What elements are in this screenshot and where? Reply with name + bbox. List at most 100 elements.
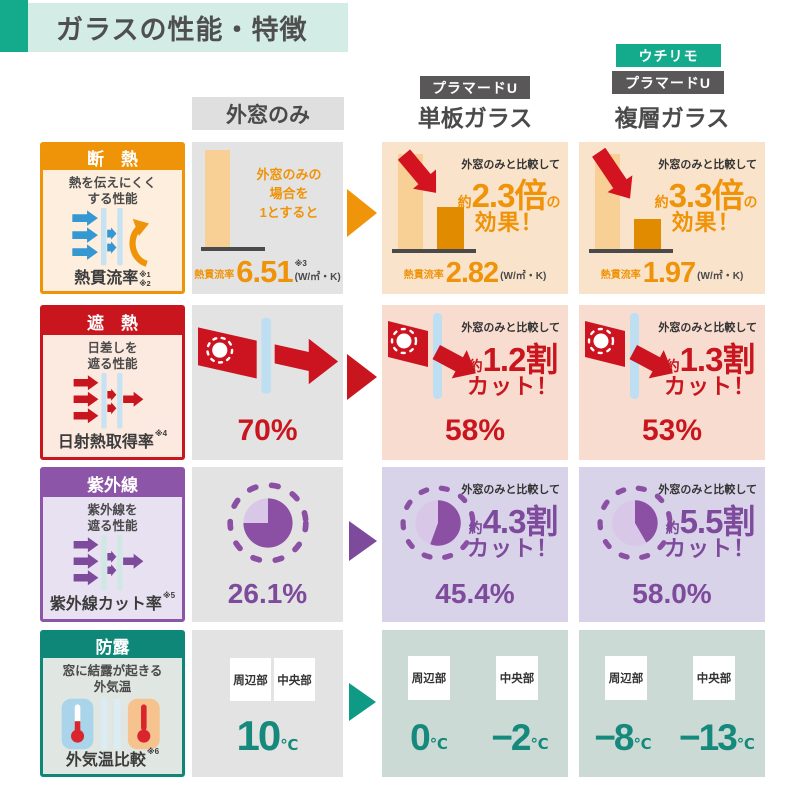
- uv-icon: [43, 535, 182, 597]
- sun-icon: [396, 333, 412, 349]
- effect-multiplier: 約3.3倍の: [654, 177, 758, 214]
- bar-comparison-chart: [392, 149, 476, 253]
- title-band: ガラスの性能・特徴: [28, 3, 348, 52]
- shading-base-cell: 70%: [192, 305, 343, 460]
- center-label-box: 中央部: [496, 656, 538, 700]
- cut-amount: 約5.5割: [665, 503, 756, 540]
- edge-label-box: 周辺部: [605, 656, 647, 700]
- edge-temp: 0 ℃: [410, 717, 448, 758]
- compare-note: 外窓のみと比較して: [461, 484, 560, 496]
- condensation-single-cell: 周辺部 中央部 0 ℃ −2 ℃: [382, 630, 568, 777]
- shading-label-title: 遮 熱: [43, 308, 182, 335]
- sun-through-glass-art: [585, 313, 673, 399]
- effect-word: 効果！: [671, 210, 741, 235]
- sun-pie-icon: [227, 482, 309, 564]
- insulation-label-title: 断 熱: [43, 145, 182, 170]
- insulation-description: 熱を伝えにくく する性能: [68, 176, 157, 207]
- sun-through-glass-art: [198, 317, 339, 394]
- sun-through-glass-art: [388, 313, 476, 399]
- cut-amount: 約4.3割: [468, 503, 559, 540]
- shading-icon: [43, 373, 182, 435]
- cut-amount: 約1.3割: [665, 341, 756, 378]
- condensation-base-cell: 周辺部 中央部 10 ℃: [192, 630, 343, 777]
- decrease-arrow-icon: [397, 149, 437, 193]
- cut-word: カット！: [663, 374, 756, 399]
- compare-note: 外窓のみと比較して: [461, 159, 560, 171]
- page-title: ガラスの性能・特徴: [56, 15, 308, 45]
- center-temp: −13 ℃: [679, 717, 755, 758]
- flow-arrow-condensation: [349, 683, 376, 721]
- shgc-single-value: 58%: [444, 414, 506, 447]
- uv-label-title: 紫外線: [43, 470, 182, 497]
- u-value-base: 6.51: [236, 254, 293, 290]
- heat-arrow: [432, 345, 476, 379]
- uv-base-cell: 26.1%: [192, 467, 343, 622]
- flow-arrow-insulation: [347, 189, 377, 237]
- heat-arrow: [274, 338, 339, 385]
- uv-single-cell: 外窓のみと比較して 約4.3割 カット！ 45.4%: [382, 467, 568, 622]
- sun-heat-arrows-icon: [73, 373, 143, 429]
- insulation-single-value-line: 熱貫流率 2.82 (W/㎡・K): [403, 256, 547, 289]
- sun-icon: [593, 333, 609, 349]
- uv-single-value: 45.4%: [435, 578, 515, 609]
- glass-pane: [261, 317, 271, 394]
- badge-plamard-u-single: プラマードU: [420, 76, 530, 99]
- compare-note: 外窓のみと比較して: [461, 322, 560, 334]
- center-label-box: 中央部: [693, 656, 735, 700]
- edge-label-box: 周辺部: [230, 658, 271, 701]
- condensation-label-title: 防露: [43, 633, 182, 658]
- uv-description: 紫外線を 遮る性能: [87, 503, 138, 534]
- column-header-single-glass: 単板ガラス: [417, 105, 533, 131]
- badge-plamard-u-double: プラマードU: [612, 71, 724, 94]
- insulation-icon: [43, 207, 182, 270]
- cut-word: カット！: [663, 536, 756, 561]
- shading-double-cell: 外窓のみと比較して 約1.3割 カット！ 53%: [579, 305, 765, 460]
- insulation-single-cell: 外窓のみと比較して 約2.3倍の 効果！ 熱貫流率 2.82 (W/㎡・K): [382, 142, 568, 294]
- insulation-metric-name: 熱貫流率 ※1 ※2: [74, 269, 151, 288]
- uv-metric-name: 紫外線カット率 ※5: [49, 591, 176, 614]
- center-temp: −2 ℃: [491, 717, 549, 758]
- row-uv-label: 紫外線 紫外線を 遮る性能 紫外線カット率 ※5: [40, 467, 185, 622]
- edge-label-box: 周辺部: [408, 656, 450, 700]
- shading-description: 日差しを 遮る性能: [87, 341, 138, 372]
- heat-flow-icon: [71, 207, 149, 267]
- flow-arrow-shading: [347, 354, 377, 400]
- compare-note: 外窓のみと比較して: [658, 159, 757, 171]
- effect-word: 効果！: [474, 210, 544, 235]
- badge-uchirimo: ウチリモ: [616, 44, 721, 67]
- shading-metric-name: 日射熱取得率 ※4: [57, 429, 168, 452]
- sun-icon: [212, 342, 228, 358]
- base-note: 外窓のみの 場合を 1とすると: [256, 167, 322, 220]
- thermometer-icon: [61, 698, 160, 749]
- flow-arrow-uv: [349, 521, 377, 561]
- column-header-base: 外窓のみ: [192, 97, 344, 130]
- insulation-base-cell: 外窓のみの 場合を 1とすると 熱貫流率 6.51 ※3 (W/㎡・K): [192, 142, 343, 294]
- decrease-arrow-icon: [592, 148, 633, 199]
- compare-note: 外窓のみと比較して: [658, 484, 757, 496]
- row-condensation-label: 防露 窓に結露が起きる 外気温 外気温比較 ※6: [40, 630, 185, 777]
- sun-pie-icon: [400, 485, 476, 561]
- shgc-base-value: 70%: [237, 414, 298, 447]
- column-header-double-glass: 複層ガラス: [614, 105, 730, 131]
- uv-base-value: 26.1%: [227, 578, 308, 609]
- compare-note: 外窓のみと比較して: [658, 322, 757, 334]
- shgc-double-value: 53%: [641, 414, 703, 447]
- bar-comparison-chart: [589, 148, 673, 253]
- u-value-single: 2.82: [445, 256, 499, 289]
- condensation-description: 窓に結露が起きる 外気温: [62, 664, 163, 695]
- cut-word: カット！: [466, 536, 559, 561]
- effect-multiplier: 約2.3倍の: [457, 177, 561, 214]
- uv-arrows-icon: [73, 535, 143, 591]
- cut-word: カット！: [466, 374, 559, 399]
- uv-double-value: 58.0%: [632, 578, 712, 609]
- bar-baseline: [201, 247, 265, 251]
- row-insulation-label: 断 熱 熱を伝えにくく する性能 熱貫流率: [40, 142, 185, 294]
- shading-single-cell: 外窓のみと比較して 約1.2割 カット！ 58%: [382, 305, 568, 460]
- u-value-double: 1.97: [642, 256, 696, 289]
- insulation-double-cell: 外窓のみと比較して 約3.3倍の 効果！ 熱貫流率 1.97 (W/㎡・K): [579, 142, 765, 294]
- cut-amount: 約1.2割: [468, 341, 559, 378]
- insulation-base-value-line: 熱貫流率 6.51 ※3 (W/㎡・K): [194, 254, 341, 290]
- condensation-metric-name: 外気温比較 ※6: [65, 746, 160, 769]
- uv-double-cell: 外窓のみと比較して 約5.5割 カット！ 58.0%: [579, 467, 765, 622]
